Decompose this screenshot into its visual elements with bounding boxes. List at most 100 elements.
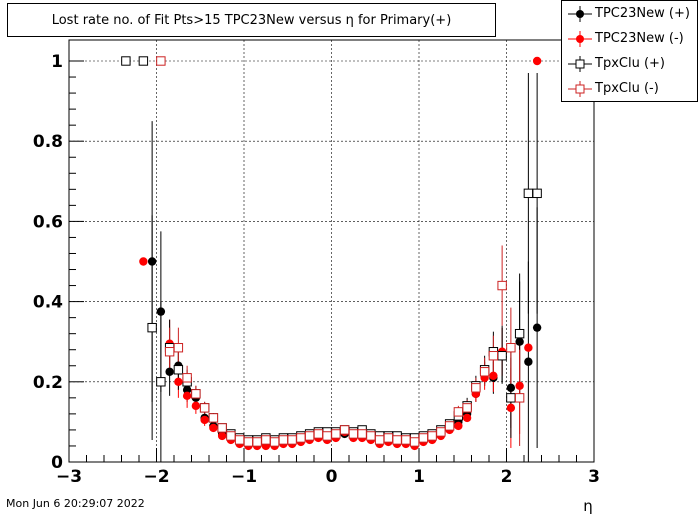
legend-item-tpc23new-plus: TPC23New (+)	[562, 2, 699, 26]
data-point	[182, 373, 192, 383]
data-point	[436, 427, 446, 437]
data-point	[208, 413, 219, 423]
data-point	[174, 377, 183, 386]
data-point	[243, 437, 254, 447]
data-point	[357, 429, 367, 439]
legend-item-tpxclu-minus: TpxClu (-)	[562, 77, 699, 101]
data-point	[156, 307, 166, 316]
data-point	[139, 257, 148, 266]
data-point	[147, 257, 157, 266]
data-point	[182, 391, 192, 401]
data-point	[366, 431, 376, 441]
data-point	[199, 403, 210, 413]
legend-label: TpxClu (-)	[595, 81, 659, 96]
data-point	[523, 188, 534, 199]
legend-item-tpc23new-minus: TPC23New (-)	[562, 27, 699, 51]
data-point	[191, 389, 201, 399]
legend-marker-filled-circle-red	[568, 31, 592, 47]
data-point	[488, 351, 499, 361]
data-point	[173, 365, 184, 375]
data-point	[217, 431, 227, 441]
data-point	[164, 347, 175, 357]
data-point	[191, 401, 201, 411]
data-point	[392, 435, 402, 445]
data-point	[427, 431, 437, 441]
data-point	[409, 437, 420, 447]
data-point	[313, 429, 324, 439]
axes: −3 −2 −1 0 1 2 3 0 0.2 0.4 0.6 0.8 1	[33, 52, 600, 487]
y-tick-label: 0.8	[33, 132, 63, 152]
x-tick-label: −3	[56, 467, 82, 487]
data-point	[532, 188, 542, 199]
legend-item-tpxclu-plus: TpxClu (+)	[562, 52, 699, 76]
data-point	[489, 371, 498, 380]
data-point	[217, 423, 227, 433]
data-point	[524, 357, 533, 366]
legend-label: TPC23New (-)	[595, 31, 684, 46]
data-point	[156, 56, 166, 66]
data-point	[331, 429, 341, 439]
y-tick-label: 0.6	[33, 212, 63, 232]
data-point	[156, 377, 166, 387]
data-point	[453, 407, 464, 417]
x-tick-label: 0	[326, 467, 338, 487]
data-point	[514, 393, 525, 403]
data-point	[506, 383, 516, 393]
data-point	[322, 431, 332, 441]
error-bars	[151, 73, 538, 462]
x-tick-label: 1	[413, 467, 425, 487]
data-point	[348, 429, 359, 439]
legend-marker-open-square-black	[568, 56, 592, 72]
data-point	[304, 431, 315, 441]
chart-title: Lost rate no. of Fit Pts>15 TPC23New ver…	[7, 3, 496, 37]
legend: TPC23New (+) TPC23New (-) TpxClu (+) Tpx…	[561, 0, 698, 102]
x-axis-label: η	[583, 497, 593, 514]
legend-label: TpxClu (+)	[595, 56, 665, 71]
data-point	[209, 423, 218, 433]
data-markers	[121, 56, 542, 451]
x-tick-label: 3	[588, 467, 600, 487]
data-point	[479, 367, 490, 377]
data-point	[234, 435, 245, 445]
data-point	[514, 328, 525, 339]
data-point	[454, 421, 463, 431]
data-point	[506, 393, 516, 403]
data-point	[462, 403, 472, 413]
y-tick-label: 0.2	[33, 373, 63, 393]
data-point	[383, 433, 394, 443]
data-point	[182, 385, 192, 395]
data-point	[296, 433, 306, 443]
grid	[69, 40, 594, 462]
data-point	[200, 415, 209, 425]
data-point	[524, 343, 533, 352]
data-point	[401, 435, 411, 445]
data-point	[374, 435, 385, 445]
data-point	[252, 437, 262, 447]
legend-marker-filled-circle-black	[568, 6, 592, 22]
y-tick-label: 1	[51, 52, 63, 72]
y-tick-label: 0	[51, 453, 63, 473]
data-point	[339, 425, 350, 435]
legend-marker-open-square-red	[568, 81, 592, 97]
data-point	[269, 437, 280, 447]
data-point	[471, 383, 481, 393]
legend-label: TPC23New (+)	[595, 6, 690, 21]
data-point	[173, 343, 184, 353]
data-point	[515, 381, 524, 391]
data-point	[165, 367, 174, 376]
data-point	[532, 56, 542, 66]
data-point	[418, 433, 429, 443]
data-point	[497, 280, 507, 291]
x-tick-label: 2	[501, 467, 513, 487]
x-tick-label: −2	[143, 467, 169, 487]
data-point	[497, 351, 507, 361]
data-point	[287, 435, 297, 445]
data-point	[138, 56, 149, 66]
y-tick-label: 0.4	[33, 293, 63, 313]
data-point	[515, 337, 524, 346]
data-point	[444, 421, 455, 431]
data-point	[506, 403, 516, 413]
x-tick-label: −1	[231, 467, 257, 487]
timestamp: Mon Jun 6 20:29:07 2022	[6, 497, 145, 510]
data-point	[121, 56, 131, 66]
